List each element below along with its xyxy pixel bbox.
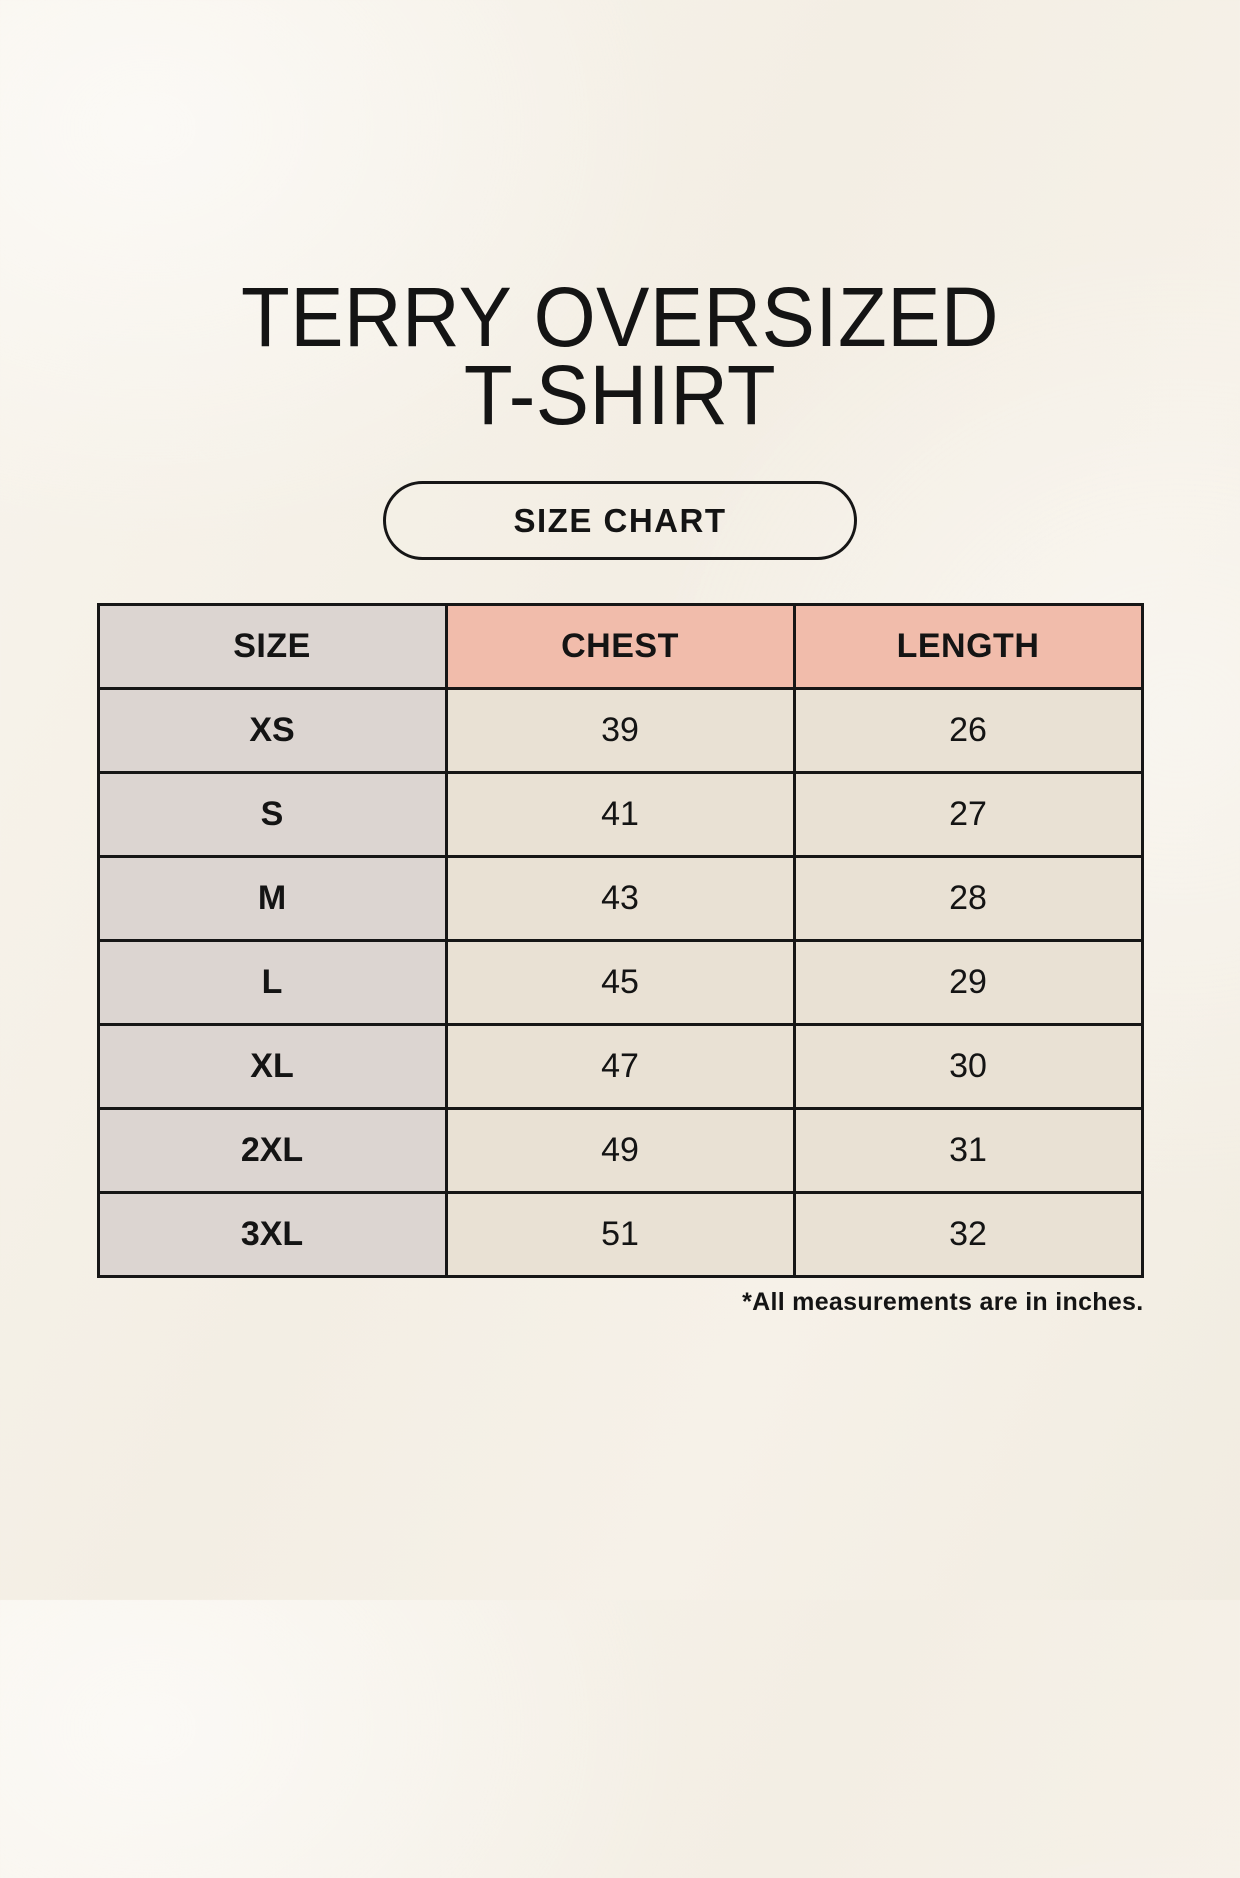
page-background: TERRY OVERSIZED T-SHIRT SIZE CHART SIZE C… [0, 275, 1240, 1317]
size-label: S [96, 771, 448, 858]
measurements-footnote: *All measurements are in inches. [742, 1288, 1144, 1316]
chest-value: 51 [444, 1191, 796, 1278]
chest-value: 43 [444, 855, 796, 942]
size-label: 3XL [96, 1191, 448, 1278]
size-chart-button-label: SIZE CHART [513, 501, 727, 539]
page-title: TERRY OVERSIZED T-SHIRT [31, 275, 1209, 437]
table-row: 2XL 49 31 [96, 1107, 1144, 1194]
length-value: 30 [792, 1023, 1144, 1110]
size-label: XS [96, 687, 448, 774]
table-row: L 45 29 [96, 939, 1144, 1026]
table-header-row: SIZE CHEST LENGTH [96, 603, 1144, 690]
size-label: L [96, 939, 448, 1026]
length-value: 28 [792, 855, 1144, 942]
length-value: 27 [792, 771, 1144, 858]
size-label: XL [96, 1023, 448, 1110]
size-chart-table: SIZE CHEST LENGTH XS 39 26 S 41 27 M 43 … [96, 603, 1144, 1278]
table-row: XL 47 30 [96, 1023, 1144, 1110]
chest-value: 39 [444, 687, 796, 774]
table-row: S 41 27 [96, 771, 1144, 858]
column-header-size: SIZE [96, 603, 448, 690]
column-header-chest: CHEST [444, 603, 796, 690]
table-row: M 43 28 [96, 855, 1144, 942]
length-value: 26 [792, 687, 1144, 774]
page-title-line1: TERRY OVERSIZED [240, 270, 1000, 364]
length-value: 29 [792, 939, 1144, 1026]
table-row: XS 39 26 [96, 687, 1144, 774]
chest-value: 45 [444, 939, 796, 1026]
size-chart-button[interactable]: SIZE CHART [383, 481, 857, 560]
chest-value: 41 [444, 771, 796, 858]
chest-value: 49 [444, 1107, 796, 1194]
page-title-line2: T-SHIRT [463, 348, 777, 442]
size-label: M [96, 855, 448, 942]
table-row: 3XL 51 32 [96, 1191, 1144, 1278]
size-label: 2XL [96, 1107, 448, 1194]
column-header-length: LENGTH [792, 603, 1144, 690]
length-value: 31 [792, 1107, 1144, 1194]
chest-value: 47 [444, 1023, 796, 1110]
length-value: 32 [792, 1191, 1144, 1278]
